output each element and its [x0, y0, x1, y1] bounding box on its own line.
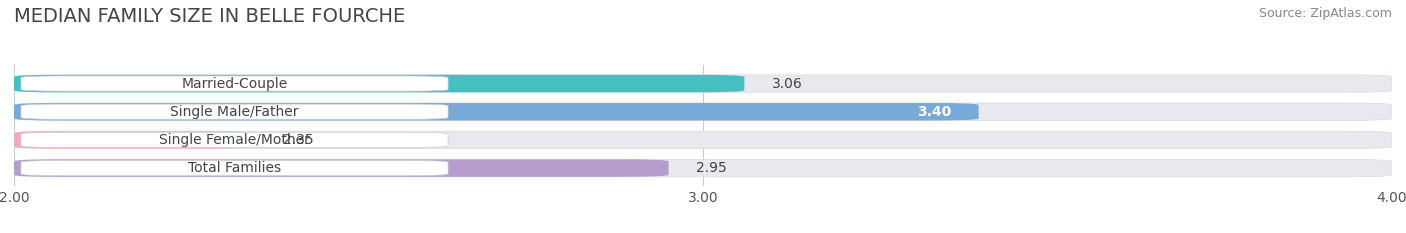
Text: 2.95: 2.95	[696, 161, 727, 175]
FancyBboxPatch shape	[14, 103, 1392, 120]
FancyBboxPatch shape	[14, 103, 979, 120]
FancyBboxPatch shape	[21, 161, 449, 176]
FancyBboxPatch shape	[14, 75, 744, 92]
FancyBboxPatch shape	[21, 104, 449, 119]
FancyBboxPatch shape	[14, 159, 1392, 177]
FancyBboxPatch shape	[14, 75, 1392, 92]
Text: Source: ZipAtlas.com: Source: ZipAtlas.com	[1258, 7, 1392, 20]
FancyBboxPatch shape	[14, 131, 256, 149]
FancyBboxPatch shape	[14, 159, 669, 177]
Text: 2.35: 2.35	[283, 133, 314, 147]
Text: 3.40: 3.40	[917, 105, 950, 119]
FancyBboxPatch shape	[21, 76, 449, 91]
Text: Single Male/Father: Single Male/Father	[170, 105, 298, 119]
Text: MEDIAN FAMILY SIZE IN BELLE FOURCHE: MEDIAN FAMILY SIZE IN BELLE FOURCHE	[14, 7, 405, 26]
Text: Married-Couple: Married-Couple	[181, 77, 288, 91]
Text: 3.06: 3.06	[772, 77, 803, 91]
Text: Single Female/Mother: Single Female/Mother	[159, 133, 309, 147]
FancyBboxPatch shape	[14, 131, 1392, 149]
FancyBboxPatch shape	[21, 132, 449, 147]
Text: Total Families: Total Families	[188, 161, 281, 175]
